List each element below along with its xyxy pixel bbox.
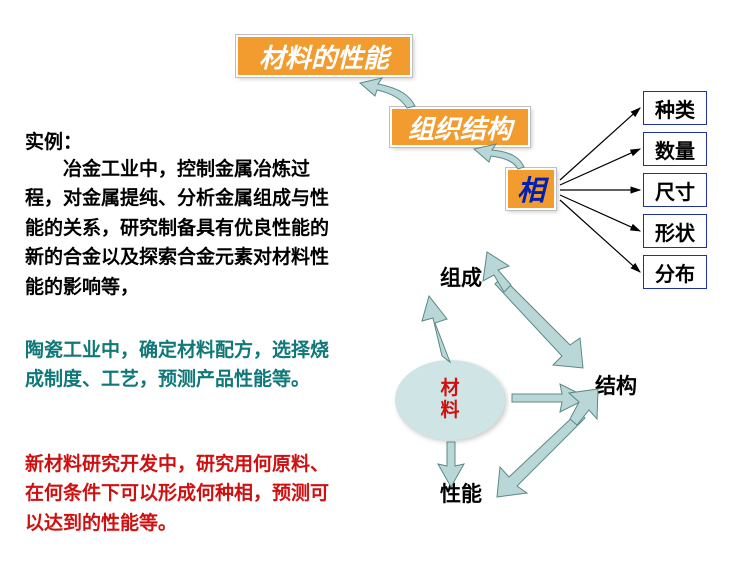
p1-text: 冶金工业中，控制金属冶炼过程，对金属提纯、分析金属组成与性能的关系，研究制备具有…	[25, 159, 329, 298]
arrow-structure-performance	[497, 389, 598, 497]
box-phase: 相	[506, 168, 556, 210]
arrow-center-to-composition	[422, 296, 450, 362]
right-list-item: 分布	[643, 255, 707, 289]
example-title: 实例：	[25, 128, 325, 157]
right-list-item: 种类	[643, 91, 707, 125]
right-list-item: 尺寸	[643, 173, 707, 207]
example-title-text: 实例：	[25, 132, 82, 153]
arrow-center-to-structure	[512, 384, 588, 412]
center-label: 材 料	[440, 378, 459, 422]
p2-text: 陶瓷工业中，确定材料配方，选择烧成制度、工艺，预测产品性能等。	[25, 340, 329, 390]
box-label: 材料的性能	[259, 38, 389, 75]
node-structure: 结构	[595, 370, 637, 400]
paragraph-ceramics: 陶瓷工业中，确定材料配方，选择烧成制度、工艺，预测产品性能等。	[25, 336, 330, 395]
paragraph-newmaterials: 新材料研究开发中，研究用何原料、在何条件下可以形成何种相，预测可以达到的性能等。	[25, 450, 340, 538]
arrow-composition-structure	[483, 252, 583, 368]
center-ellipse-material: 材 料	[395, 360, 505, 440]
box-structure: 组织结构	[390, 107, 530, 147]
p3-text: 新材料研究开发中，研究用何原料、在何条件下可以形成何种相，预测可以达到的性能等。	[25, 454, 329, 534]
curve-arrow-2	[474, 144, 524, 169]
fan-lines	[560, 108, 640, 272]
box-material-performance: 材料的性能	[236, 35, 412, 77]
right-list-item: 形状	[643, 214, 707, 248]
paragraph-metallurgy: 冶金工业中，控制金属冶炼过程，对金属提纯、分析金属组成与性能的关系，研究制备具有…	[25, 155, 330, 302]
box-label: 相	[517, 169, 545, 209]
node-performance: 性能	[440, 478, 482, 508]
right-list-item: 数量	[643, 132, 707, 166]
curve-arrow-1	[360, 78, 415, 108]
box-label: 组织结构	[408, 109, 512, 146]
node-composition: 组成	[440, 262, 482, 292]
